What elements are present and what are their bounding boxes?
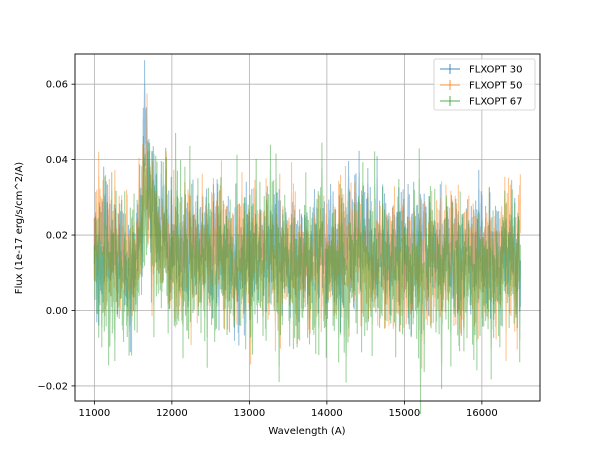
y-axis-label: Flux (1e-17 erg/s/cm^2/A): [14, 162, 25, 294]
y-tick-label: 0.00: [46, 306, 68, 317]
series-2: [93, 93, 521, 369]
legend-entry: FLXOPT 30: [440, 64, 522, 76]
legend: FLXOPT 30 FLXOPT 50 FLXOPT 67: [433, 58, 536, 111]
series-2-line: [93, 115, 521, 345]
x-tick-label: 12000: [156, 408, 188, 419]
y-tick-label: 0.06: [46, 80, 68, 91]
x-tick-label: 14000: [311, 408, 343, 419]
plot-area: [75, 54, 540, 401]
y-tick-label: 0.02: [46, 231, 68, 242]
series-3-error-bars: [93, 132, 521, 415]
grid: [75, 54, 540, 401]
series-1: [93, 60, 521, 353]
series-layer: [93, 60, 521, 415]
x-tick-label: 15000: [388, 408, 420, 419]
legend-box: [433, 58, 536, 111]
legend-label: FLXOPT 30: [469, 65, 522, 76]
series-2-error-bars: [93, 93, 521, 369]
series-1-line: [93, 85, 521, 327]
legend-entry: FLXOPT 50: [440, 80, 522, 92]
y-tick-label: 0.04: [46, 155, 68, 166]
series-3-line: [93, 159, 521, 382]
x-axis-label: Wavelength (A): [268, 426, 345, 437]
x-tick-label: 13000: [233, 408, 265, 419]
legend-label: FLXOPT 50: [469, 81, 522, 92]
x-tick-label: 16000: [466, 408, 498, 419]
y-tick-label: −0.02: [37, 381, 68, 392]
legend-entry: FLXOPT 67: [440, 96, 522, 108]
x-tick-label: 11000: [78, 408, 110, 419]
series-1-error-bars: [93, 60, 521, 353]
ticks: 11000 12000 13000 14000 15000 16000 −0.02 0.00 0…: [37, 80, 497, 419]
plot-frame: [74, 53, 541, 402]
legend-label: FLXOPT 67: [469, 97, 522, 108]
series-3: [93, 132, 521, 415]
